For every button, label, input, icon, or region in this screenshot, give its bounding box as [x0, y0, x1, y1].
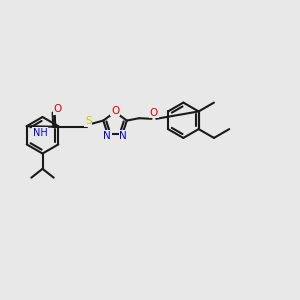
- Text: O: O: [53, 104, 61, 114]
- Text: N: N: [119, 131, 127, 141]
- Text: O: O: [150, 108, 158, 118]
- Text: N: N: [103, 131, 111, 141]
- Text: O: O: [111, 106, 119, 116]
- Text: S: S: [85, 116, 92, 126]
- Text: NH: NH: [33, 128, 47, 138]
